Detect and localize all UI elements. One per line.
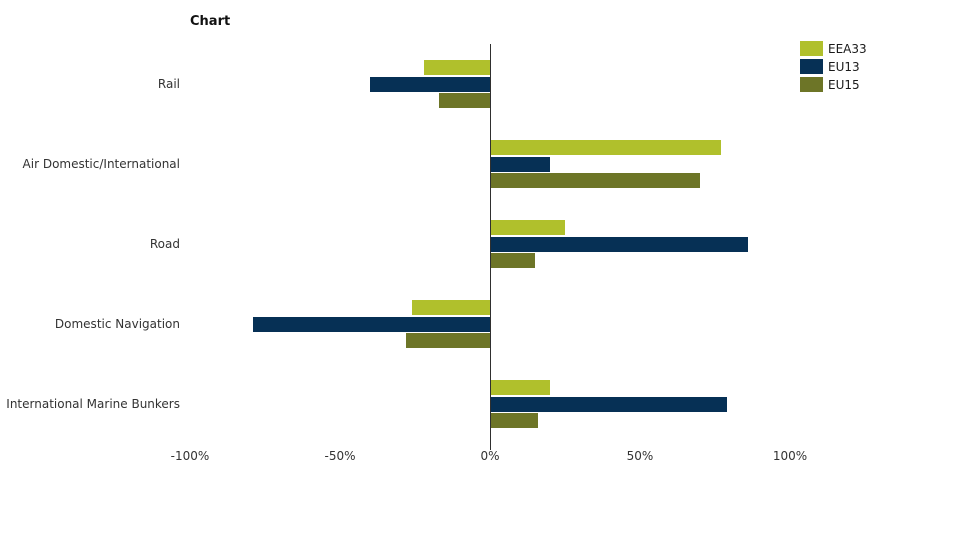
bar-group-road [190,204,790,284]
bar-eu13-international-marine-bunkers [490,396,727,412]
zero-tick-mark [490,444,491,450]
bar-eu15-domestic-navigation [406,333,490,348]
bar-group-air-domestic-international [190,124,790,204]
bar-group-international-marine-bunkers [190,364,790,444]
bar-eu15-road [490,253,535,268]
bar-group-rail [190,44,790,124]
legend-swatch-eu13 [800,59,823,74]
zero-axis-line [490,44,491,444]
bar-group-domestic-navigation [190,284,790,364]
bar-eu13-domestic-navigation [253,316,490,332]
bar-eea33-air-domestic-international [490,140,721,155]
legend-label-eu15: EU15 [828,77,860,92]
bar-eea33-international-marine-bunkers [490,380,550,395]
category-label-international-marine-bunkers: International Marine Bunkers [6,396,180,411]
plot-area [190,44,790,450]
bar-eu15-rail [439,93,490,108]
x-tick-label-50: -50% [324,449,356,463]
legend-item-eu13: EU13 [800,59,867,74]
bar-eea33-domestic-navigation [412,300,490,315]
category-label-air-domestic-international: Air Domestic/International [22,156,180,171]
bar-eea33-rail [424,60,490,75]
x-axis-labels: -100% -50% 0% 50% 100% [0,449,975,469]
legend-label-eu13: EU13 [828,59,860,74]
x-tick-label-50: 50% [626,449,654,463]
legend-swatch-eu15 [800,77,823,92]
category-label-road: Road [149,236,180,251]
category-label-domestic-navigation: Domestic Navigation [54,316,180,331]
legend-item-eu15: EU15 [800,77,867,92]
bar-eu15-air-domestic-international [490,173,700,188]
legend-label-eea33: EEA33 [828,41,867,56]
chart-title: Chart [190,14,231,29]
bar-eu13-air-domestic-international [490,156,550,172]
x-tick-label-0: 0% [480,449,500,463]
bar-eu15-international-marine-bunkers [490,413,538,428]
x-tick-label-100: -100% [170,449,210,463]
x-tick-label-100: 100% [772,449,808,463]
legend: EEA33 EU13 EU15 [800,41,867,92]
bar-eea33-road [490,220,565,235]
category-axis: Rail Air Domestic/International Road Domest… [0,44,180,444]
bar-eu13-road [490,236,748,252]
bar-eu13-rail [370,76,490,92]
category-label-rail: Rail [157,76,180,91]
legend-swatch-eea33 [800,41,823,56]
legend-item-eea33: EEA33 [800,41,867,56]
